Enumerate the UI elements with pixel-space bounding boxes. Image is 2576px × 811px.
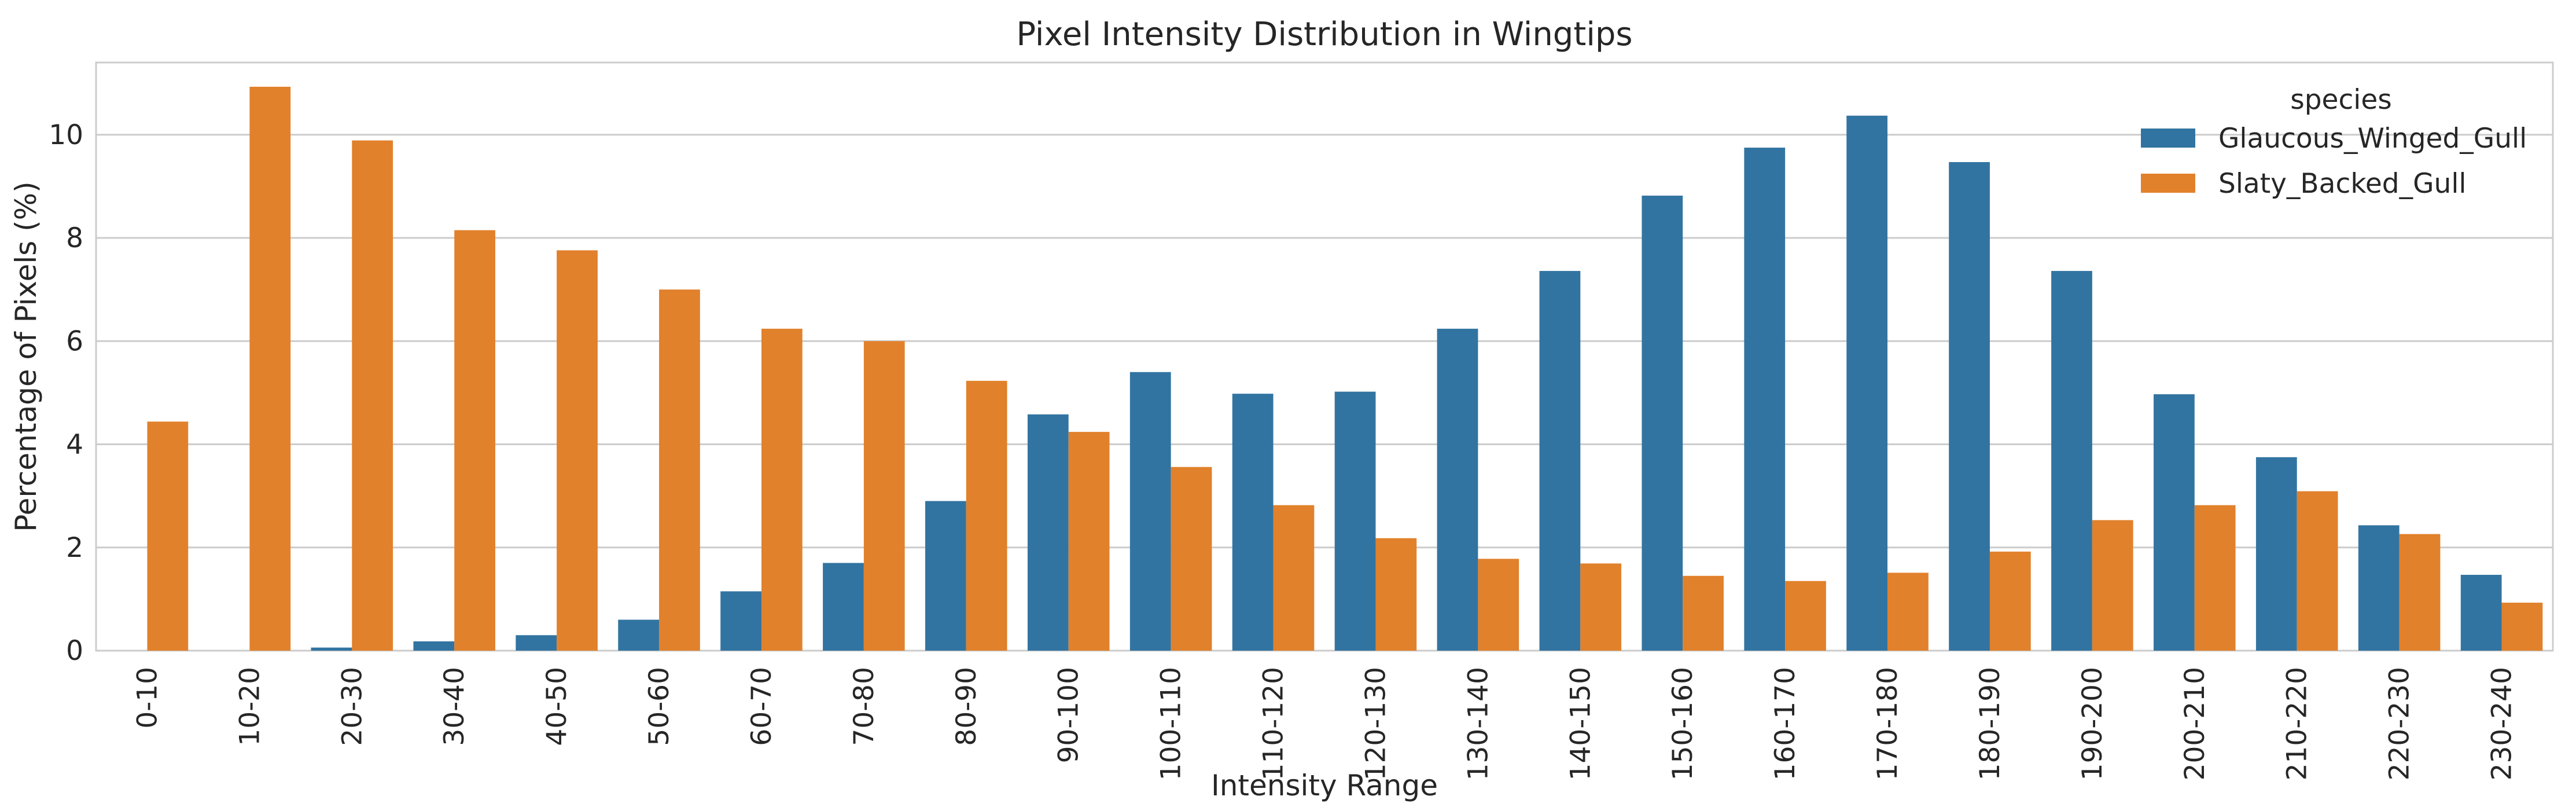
bar-glaucous-winged-gull-190-200: [2051, 271, 2092, 651]
bar-glaucous-winged-gull-120-130: [1334, 391, 1376, 651]
bar-slaty-backed-gull-220-230: [2399, 534, 2441, 651]
bar-slaty-backed-gull-150-160: [1683, 575, 1724, 651]
bar-slaty-backed-gull-90-100: [1068, 432, 1110, 651]
bar-slaty-backed-gull-110-120: [1273, 505, 1315, 651]
x-tick-label: 230-240: [2486, 667, 2518, 780]
x-tick-label: 90-100: [1053, 667, 1085, 763]
bar-glaucous-winged-gull-70-80: [823, 563, 864, 651]
chart-title: Pixel Intensity Distribution in Wingtips: [1016, 16, 1632, 53]
y-tick-labels: 0 2 4 6 8 10: [49, 119, 83, 667]
y-tick-label: 10: [49, 119, 83, 151]
bar-slaty-backed-gull-190-200: [2092, 520, 2133, 651]
x-tick-label: 70-80: [848, 667, 880, 746]
x-tick-label: 170-180: [1872, 667, 1904, 780]
bar-glaucous-winged-gull-60-70: [720, 591, 761, 651]
bar-slaty-backed-gull-200-210: [2194, 505, 2236, 651]
x-tick-label: 50-60: [643, 667, 675, 746]
bar-slaty-backed-gull-100-110: [1171, 467, 1212, 651]
x-tick-label: 200-210: [2179, 667, 2211, 780]
legend: species Glaucous_Winged_Gull Slaty_Backe…: [2141, 84, 2527, 200]
bar-slaty-backed-gull-40-50: [557, 250, 598, 651]
legend-label-glaucous: Glaucous_Winged_Gull: [2218, 123, 2527, 155]
bar-slaty-backed-gull-120-130: [1375, 538, 1417, 651]
bar-glaucous-winged-gull-140-150: [1539, 271, 1581, 651]
x-tick-label: 0-10: [131, 667, 163, 729]
x-tick-label: 130-140: [1462, 667, 1494, 780]
plot-frame: [95, 61, 2554, 652]
bar-glaucous-winged-gull-180-190: [1949, 162, 1990, 651]
x-tick-label: 210-220: [2281, 667, 2313, 780]
bar-glaucous-winged-gull-210-220: [2255, 457, 2297, 651]
x-tick-label: 120-130: [1360, 667, 1392, 780]
bar-slaty-backed-gull-160-170: [1785, 581, 1826, 651]
bar-glaucous-winged-gull-80-90: [925, 501, 966, 651]
bar-glaucous-winged-gull-220-230: [2358, 525, 2400, 651]
bar-glaucous-winged-gull-40-50: [516, 635, 557, 651]
y-tick-label: 4: [66, 429, 83, 461]
legend-title: species: [2290, 84, 2392, 116]
bar-slaty-backed-gull-230-240: [2501, 603, 2543, 651]
legend-swatch-slaty: [2141, 174, 2195, 193]
bar-slaty-backed-gull-140-150: [1580, 563, 1622, 651]
x-tick-label: 190-200: [2077, 667, 2108, 780]
bar-glaucous-winged-gull-230-240: [2460, 574, 2502, 651]
bars: [147, 86, 2543, 651]
bar-glaucous-winged-gull-20-30: [311, 647, 352, 651]
bar-glaucous-winged-gull-150-160: [1642, 195, 1683, 651]
bar-glaucous-winged-gull-50-60: [618, 619, 660, 651]
x-tick-label: 60-70: [746, 667, 778, 746]
bar-slaty-backed-gull-180-190: [1989, 551, 2031, 651]
bar-slaty-backed-gull-70-80: [863, 341, 905, 651]
bar-glaucous-winged-gull-170-180: [1846, 115, 1888, 651]
x-tick-label: 140-150: [1565, 667, 1596, 780]
x-tick-label: 80-90: [951, 667, 982, 746]
y-tick-label: 2: [66, 532, 83, 564]
bar-glaucous-winged-gull-90-100: [1027, 414, 1069, 651]
x-tick-label: 30-40: [439, 667, 470, 746]
bar-glaucous-winged-gull-200-210: [2154, 394, 2195, 651]
x-tick-label: 10-20: [234, 667, 266, 746]
bar-slaty-backed-gull-0-10: [147, 421, 189, 651]
x-tick-label: 110-120: [1258, 667, 1290, 780]
bar-slaty-backed-gull-60-70: [761, 328, 803, 651]
bar-slaty-backed-gull-80-90: [966, 380, 1007, 651]
x-tick-label: 150-160: [1667, 667, 1699, 780]
y-axis-label: Percentage of Pixels (%): [9, 181, 43, 531]
y-tick-label: 8: [66, 222, 83, 254]
x-axis-label: Intensity Range: [1211, 769, 1438, 802]
x-tick-label: 100-110: [1155, 667, 1187, 780]
y-tick-label: 0: [66, 635, 83, 667]
x-tick-label: 180-190: [1974, 667, 2006, 780]
bar-slaty-backed-gull-30-40: [454, 230, 495, 651]
x-tick-label: 20-30: [336, 667, 368, 746]
bar-slaty-backed-gull-210-220: [2297, 491, 2338, 651]
bar-glaucous-winged-gull-130-140: [1437, 328, 1478, 651]
bar-glaucous-winged-gull-160-170: [1744, 148, 1786, 651]
legend-label-slaty: Slaty_Backed_Gull: [2218, 168, 2466, 200]
bar-glaucous-winged-gull-100-110: [1129, 372, 1171, 651]
x-tick-label: 160-170: [1769, 667, 1801, 780]
bar-slaty-backed-gull-130-140: [1478, 559, 1519, 651]
bar-slaty-backed-gull-50-60: [659, 289, 700, 651]
bar-slaty-backed-gull-10-20: [249, 86, 291, 651]
bar-glaucous-winged-gull-110-120: [1232, 394, 1274, 651]
y-tick-label: 6: [66, 325, 83, 357]
bar-slaty-backed-gull-170-180: [1887, 573, 1929, 651]
bar-glaucous-winged-gull-30-40: [413, 641, 455, 651]
bar-slaty-backed-gull-20-30: [352, 140, 393, 651]
x-tick-label: 40-50: [541, 667, 573, 746]
x-tick-labels: 0-10 10-20 20-30 30-40 40-50 50-60 60-70 70-80 8…: [131, 667, 2518, 780]
x-tick-label: 220-230: [2384, 667, 2416, 780]
legend-swatch-glaucous: [2141, 129, 2195, 148]
